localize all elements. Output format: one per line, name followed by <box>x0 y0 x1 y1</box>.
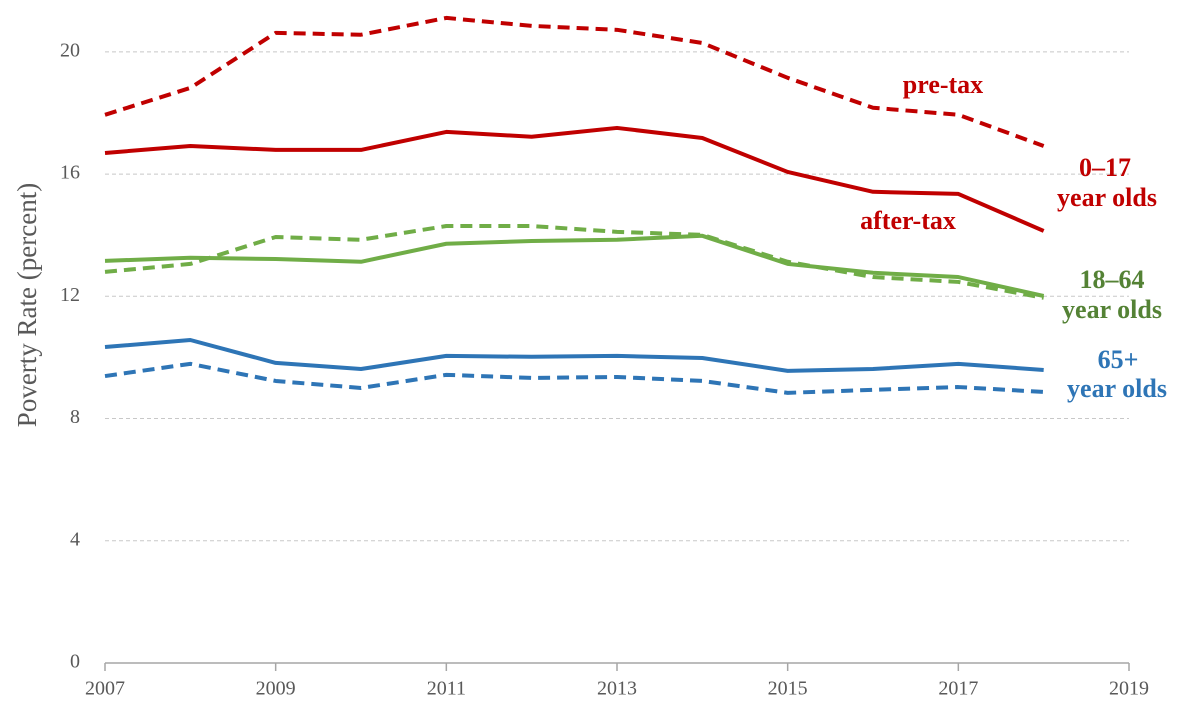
series-line <box>104 125 1045 233</box>
y-tick-label: 8 <box>70 406 80 428</box>
annotation: year olds <box>1067 374 1167 403</box>
y-tick-label: 4 <box>70 528 80 550</box>
x-tick-label: 2011 <box>427 678 466 700</box>
annotation: after-tax <box>860 206 956 235</box>
y-axis-title: Poverty Rate (percent) <box>12 183 42 427</box>
y-tick-label: 20 <box>60 39 80 61</box>
x-tick-label: 2013 <box>597 678 637 700</box>
y-tick-label: 16 <box>60 162 80 184</box>
series-line <box>104 361 1044 395</box>
annotation: year olds <box>1062 295 1162 324</box>
x-tick-label: 2015 <box>768 678 808 700</box>
series-line <box>104 224 1045 300</box>
y-tick-label: 0 <box>70 651 80 673</box>
annotation: 65+ <box>1098 345 1139 374</box>
annotation: 18–64 <box>1080 265 1145 294</box>
x-tick-label: 2007 <box>85 678 125 700</box>
series-line <box>104 233 1045 298</box>
x-tick-label: 2009 <box>256 678 296 700</box>
annotation: year olds <box>1057 183 1157 212</box>
annotation: pre-tax <box>903 70 983 99</box>
series-line <box>104 338 1044 373</box>
x-tick-label: 2017 <box>938 678 978 700</box>
x-tick-label: 2019 <box>1109 678 1149 700</box>
annotation: 0–17 <box>1079 153 1131 182</box>
series-line <box>104 15 1045 148</box>
y-tick-label: 12 <box>60 284 80 306</box>
